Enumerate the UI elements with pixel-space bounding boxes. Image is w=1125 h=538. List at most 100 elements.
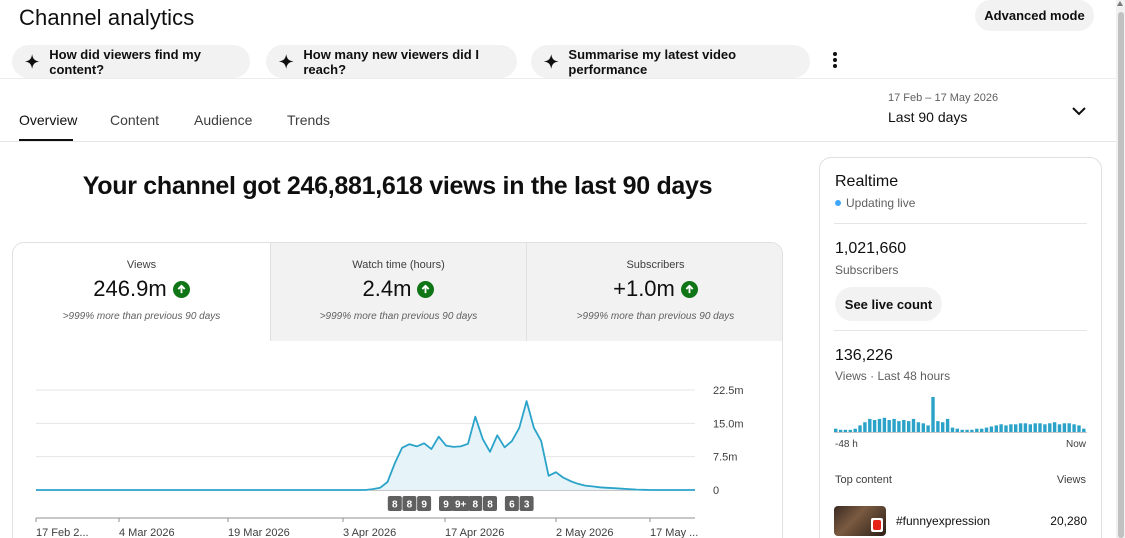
arrow-up-icon	[680, 280, 698, 298]
realtime-bar	[843, 429, 848, 432]
y-tick-label: 22.5m	[713, 385, 744, 397]
realtime-card: Realtime Updating live 1,021,660 Subscri…	[819, 157, 1102, 538]
x-tick-label: 2 May 2026	[556, 527, 613, 538]
video-marker-label: 8	[473, 500, 479, 511]
chevron-down-icon[interactable]	[1070, 102, 1088, 120]
realtime-status: Updating live	[835, 196, 915, 210]
realtime-bar	[1057, 424, 1062, 432]
date-range-label[interactable]: Last 90 days	[888, 109, 968, 125]
tab-audience[interactable]: Audience	[194, 112, 253, 128]
views-headline: Your channel got 246,881,618 views in th…	[82, 172, 713, 200]
realtime-subscribers-label: Subscribers	[835, 263, 899, 277]
realtime-bar	[931, 397, 935, 432]
series-line	[36, 400, 695, 491]
realtime-bar	[1023, 423, 1028, 433]
realtime-bar	[980, 428, 984, 432]
suggestion-chip-label: How did viewers find my content?	[49, 46, 201, 77]
video-thumbnail[interactable]	[834, 506, 886, 536]
x-tick-label: 3 Apr 2026	[343, 527, 396, 538]
video-marker	[483, 496, 497, 511]
tab-content[interactable]: Content	[110, 112, 160, 128]
top-content-row[interactable]: #funnyexpression 20,280	[834, 506, 1087, 536]
sparkle-icon	[278, 54, 294, 69]
realtime-bar	[858, 425, 862, 432]
realtime-bar	[1043, 424, 1047, 432]
realtime-bar	[965, 429, 969, 432]
realtime-bar	[921, 423, 925, 433]
divider	[834, 223, 1087, 224]
metric-label: Watch time (hours)	[352, 259, 445, 271]
video-marker	[417, 496, 432, 511]
suggestion-chip-summarise-video[interactable]: Summarise my latest video performance	[531, 45, 810, 78]
realtime-views-label: Views · Last 48 hours	[835, 369, 951, 383]
suggestion-chip-new-viewers[interactable]: How many new viewers did I reach?	[266, 45, 517, 78]
metric-views[interactable]: Views 246.9m >999% more than previous 90…	[13, 243, 270, 341]
video-marker-label: 6	[509, 500, 515, 511]
realtime-bar	[999, 424, 1003, 432]
divider	[834, 330, 1087, 331]
advanced-mode-button[interactable]: Advanced mode	[975, 0, 1094, 31]
metric-value-text: 246.9m	[93, 276, 167, 301]
video-marker-label: 3	[524, 500, 530, 511]
realtime-bar	[970, 429, 974, 432]
video-marker	[387, 496, 402, 511]
video-marker-label: 8	[407, 500, 413, 511]
video-marker-label: 9	[443, 500, 449, 511]
suggestion-chip-find-content[interactable]: How did viewers find my content?	[12, 45, 250, 78]
metric-note: >999% more than previous 90 days	[319, 311, 478, 322]
realtime-bar	[926, 425, 930, 432]
video-marker	[402, 496, 417, 511]
realtime-title: Realtime	[835, 173, 899, 190]
realtime-bar	[1028, 424, 1032, 432]
tab-overview[interactable]: Overview	[19, 112, 78, 128]
date-range-text[interactable]: 17 Feb – 17 May 2026	[888, 92, 999, 104]
video-marker	[468, 496, 483, 511]
video-marker	[504, 496, 519, 511]
realtime-axis-start: -48 h	[835, 439, 858, 450]
metric-value-text: +1.0m	[613, 276, 675, 301]
realtime-bar	[984, 427, 989, 432]
scrollbar-thumb[interactable]	[1118, 12, 1124, 538]
metric-subscribers[interactable]: Subscribers +1.0m >999% more than previo…	[526, 243, 782, 341]
realtime-bar	[1052, 422, 1057, 432]
active-tab-indicator	[19, 139, 73, 142]
realtime-bar	[945, 418, 950, 432]
views-line-chart[interactable]: 22.5m 15.0m 7.5m 0 17 Feb 2... 4 Mar 2026 19 M…	[13, 243, 783, 538]
realtime-bar	[1014, 424, 1018, 432]
realtime-bar	[955, 428, 959, 432]
series-area	[36, 401, 695, 490]
realtime-bar	[887, 420, 891, 432]
overview-chart-card: Views 246.9m >999% more than previous 90…	[12, 242, 783, 538]
realtime-bar	[1062, 423, 1067, 433]
x-tick-label: 17 Feb 2...	[36, 527, 89, 538]
advanced-mode-label: Advanced mode	[984, 8, 1085, 23]
sparkle-icon	[543, 54, 559, 69]
realtime-bar	[1038, 423, 1042, 433]
realtime-bar	[989, 426, 994, 432]
realtime-bar	[1077, 425, 1081, 432]
x-tick-label: 4 Mar 2026	[119, 527, 175, 538]
realtime-status-text: Updating live	[846, 196, 916, 210]
realtime-bar	[975, 428, 979, 432]
arrow-up-icon	[172, 280, 190, 298]
realtime-bar	[882, 417, 887, 432]
realtime-bar	[941, 422, 945, 432]
realtime-subscribers: 1,021,660	[835, 240, 907, 257]
metric-value: 2.4m	[271, 276, 526, 302]
scroll-up-icon[interactable]	[1117, 1, 1123, 6]
realtime-bar	[892, 418, 896, 432]
metric-watch-time[interactable]: Watch time (hours) 2.4m >999% more than …	[270, 243, 526, 341]
tab-trends[interactable]: Trends	[287, 112, 331, 128]
realtime-bar	[902, 420, 906, 432]
video-marker-label: 9	[421, 500, 427, 511]
realtime-bar-chart[interactable]	[834, 390, 1087, 434]
top-content-title[interactable]: #funnyexpression	[896, 514, 991, 528]
video-marker	[451, 496, 470, 511]
realtime-bar	[834, 428, 838, 432]
views-column-label: Views	[1056, 474, 1086, 486]
realtime-bar	[897, 421, 901, 432]
see-live-count-button[interactable]: See live count	[835, 287, 942, 321]
more-options-icon[interactable]	[826, 50, 844, 72]
realtime-bar	[960, 429, 964, 432]
realtime-bar	[853, 428, 857, 432]
